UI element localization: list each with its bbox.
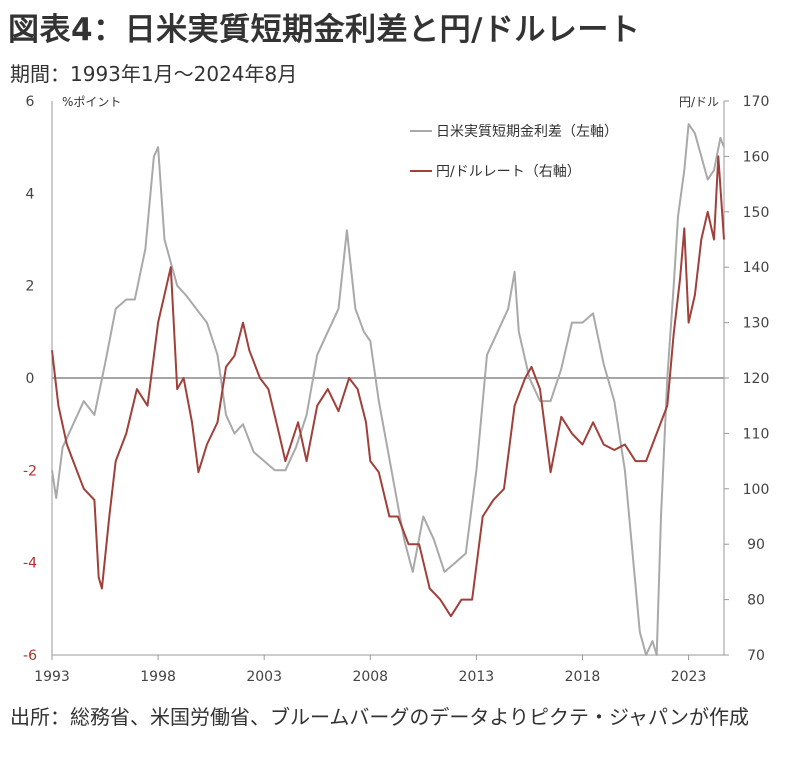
- right-tick-label: 170: [743, 94, 770, 110]
- left-tick-label: -4: [23, 556, 37, 572]
- right-tick-label: 90: [747, 537, 765, 553]
- x-tick-label: 2023: [671, 669, 707, 685]
- right-tick-label: 110: [743, 426, 770, 442]
- left-tick-label: 6: [26, 94, 35, 110]
- legend-label: 円/ドルレート（右軸）: [436, 164, 581, 180]
- right-tick-label: 140: [743, 260, 770, 276]
- series-layer: [51, 123, 725, 656]
- series-line-spread: [51, 123, 725, 656]
- left-tick-label: -2: [23, 463, 37, 479]
- dual-axis-line-chart: 6 4 2 0 -2 -4 -6 170 160 150 140 130 120 110 100 90 80 70…: [23, 94, 769, 685]
- right-axis-unit: 円/ドル: [679, 95, 719, 109]
- x-tick-label: 2013: [459, 669, 495, 685]
- left-axis-unit: %ポイント: [62, 95, 121, 109]
- left-tick-label: -6: [23, 648, 37, 664]
- right-tick-label: 160: [743, 149, 770, 165]
- series-line-yen-dollar: [51, 155, 725, 618]
- legend-label: 日米実質短期金利差（左軸）: [436, 124, 618, 140]
- chart-period: 期間：1993年1月～2024年8月: [10, 62, 298, 86]
- left-tick-label: 2: [26, 279, 35, 295]
- source-note: 出所：総務省、米国労働省、ブルームバーグのデータよりピクテ・ジャパンが作成: [10, 705, 749, 729]
- left-tick-label: 0: [26, 371, 35, 387]
- right-tick-label: 130: [743, 316, 770, 332]
- chart-title: 図表4：日米実質短期金利差と円/ドルレート: [8, 12, 641, 48]
- right-tick-label: 120: [743, 371, 770, 387]
- x-tick-label: 1998: [140, 669, 176, 685]
- right-tick-label: 80: [747, 593, 765, 609]
- left-tick-label: 4: [26, 186, 35, 202]
- x-tick-label: 2003: [246, 669, 282, 685]
- right-tick-label: 70: [747, 648, 765, 664]
- axes-layer: 6 4 2 0 -2 -4 -6 170 160 150 140 130 120 110 100 90 80 70…: [23, 94, 769, 685]
- right-tick-label: 150: [743, 205, 770, 221]
- x-tick-label: 2018: [565, 669, 601, 685]
- x-tick-label: 1993: [34, 669, 70, 685]
- x-tick-label: 2008: [352, 669, 388, 685]
- chart-legend: 日米実質短期金利差（左軸） 円/ドルレート（右軸）: [410, 124, 618, 180]
- right-tick-label: 100: [743, 482, 770, 498]
